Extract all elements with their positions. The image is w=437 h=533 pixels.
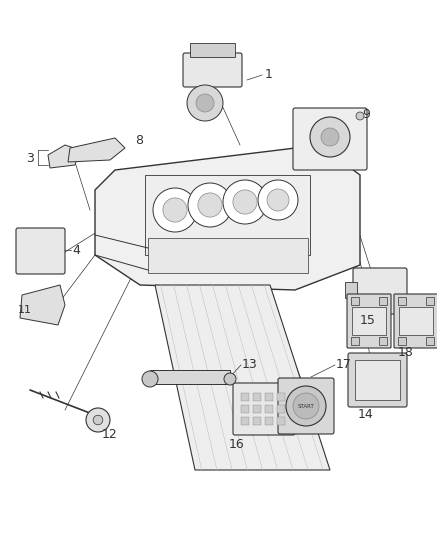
Text: 15: 15 (360, 313, 376, 327)
FancyBboxPatch shape (347, 294, 391, 348)
FancyBboxPatch shape (16, 228, 65, 274)
Polygon shape (68, 138, 125, 162)
FancyBboxPatch shape (348, 353, 407, 407)
Bar (241, 417, 249, 425)
Bar (426, 337, 434, 345)
Circle shape (286, 386, 326, 426)
Bar (241, 405, 249, 413)
FancyBboxPatch shape (293, 108, 367, 170)
Text: 18: 18 (398, 346, 414, 359)
Text: 16: 16 (229, 439, 245, 451)
FancyBboxPatch shape (233, 383, 295, 435)
Text: 1: 1 (265, 69, 273, 82)
Bar (379, 297, 387, 305)
Polygon shape (95, 145, 360, 290)
Text: 9: 9 (362, 109, 370, 122)
Bar (265, 405, 273, 413)
Polygon shape (155, 285, 330, 470)
Circle shape (142, 371, 158, 387)
Bar (148, 238, 308, 273)
Bar (399, 307, 433, 335)
Bar (351, 297, 359, 305)
Bar (351, 337, 359, 345)
Circle shape (267, 189, 289, 211)
Circle shape (196, 94, 214, 112)
Circle shape (188, 183, 232, 227)
Bar (253, 417, 261, 425)
Circle shape (223, 180, 267, 224)
FancyBboxPatch shape (353, 268, 407, 314)
FancyBboxPatch shape (394, 294, 437, 348)
Circle shape (153, 188, 197, 232)
Bar (352, 307, 386, 335)
Circle shape (198, 193, 222, 217)
Polygon shape (48, 145, 80, 168)
Bar (355, 360, 400, 400)
Circle shape (163, 198, 187, 222)
Bar (241, 393, 249, 401)
Bar (398, 297, 406, 305)
Circle shape (310, 117, 350, 157)
Bar (379, 337, 387, 345)
Polygon shape (20, 285, 65, 325)
Circle shape (321, 128, 339, 146)
Bar (265, 417, 273, 425)
Bar (398, 337, 406, 345)
Circle shape (233, 190, 257, 214)
Text: 4: 4 (72, 244, 80, 256)
Circle shape (93, 415, 103, 425)
Bar (253, 405, 261, 413)
Bar (150, 370, 230, 384)
Bar (145, 175, 310, 255)
Circle shape (356, 112, 364, 120)
Bar (190, 43, 235, 57)
Text: 3: 3 (26, 151, 34, 165)
Text: 14: 14 (358, 408, 374, 421)
Bar (426, 297, 434, 305)
Circle shape (187, 85, 223, 121)
Text: 12: 12 (102, 429, 118, 441)
Text: 17: 17 (336, 359, 352, 372)
Circle shape (224, 373, 236, 385)
Bar (253, 393, 261, 401)
Circle shape (86, 408, 110, 432)
Text: 8: 8 (135, 133, 143, 147)
Text: START: START (298, 403, 314, 408)
Circle shape (293, 393, 319, 419)
Bar (277, 405, 285, 413)
Text: 13: 13 (242, 359, 258, 372)
Text: 11: 11 (18, 305, 32, 315)
FancyBboxPatch shape (183, 53, 242, 87)
Circle shape (258, 180, 298, 220)
Bar (277, 417, 285, 425)
Bar (265, 393, 273, 401)
Bar (277, 393, 285, 401)
Bar (345, 282, 357, 298)
FancyBboxPatch shape (278, 378, 334, 434)
